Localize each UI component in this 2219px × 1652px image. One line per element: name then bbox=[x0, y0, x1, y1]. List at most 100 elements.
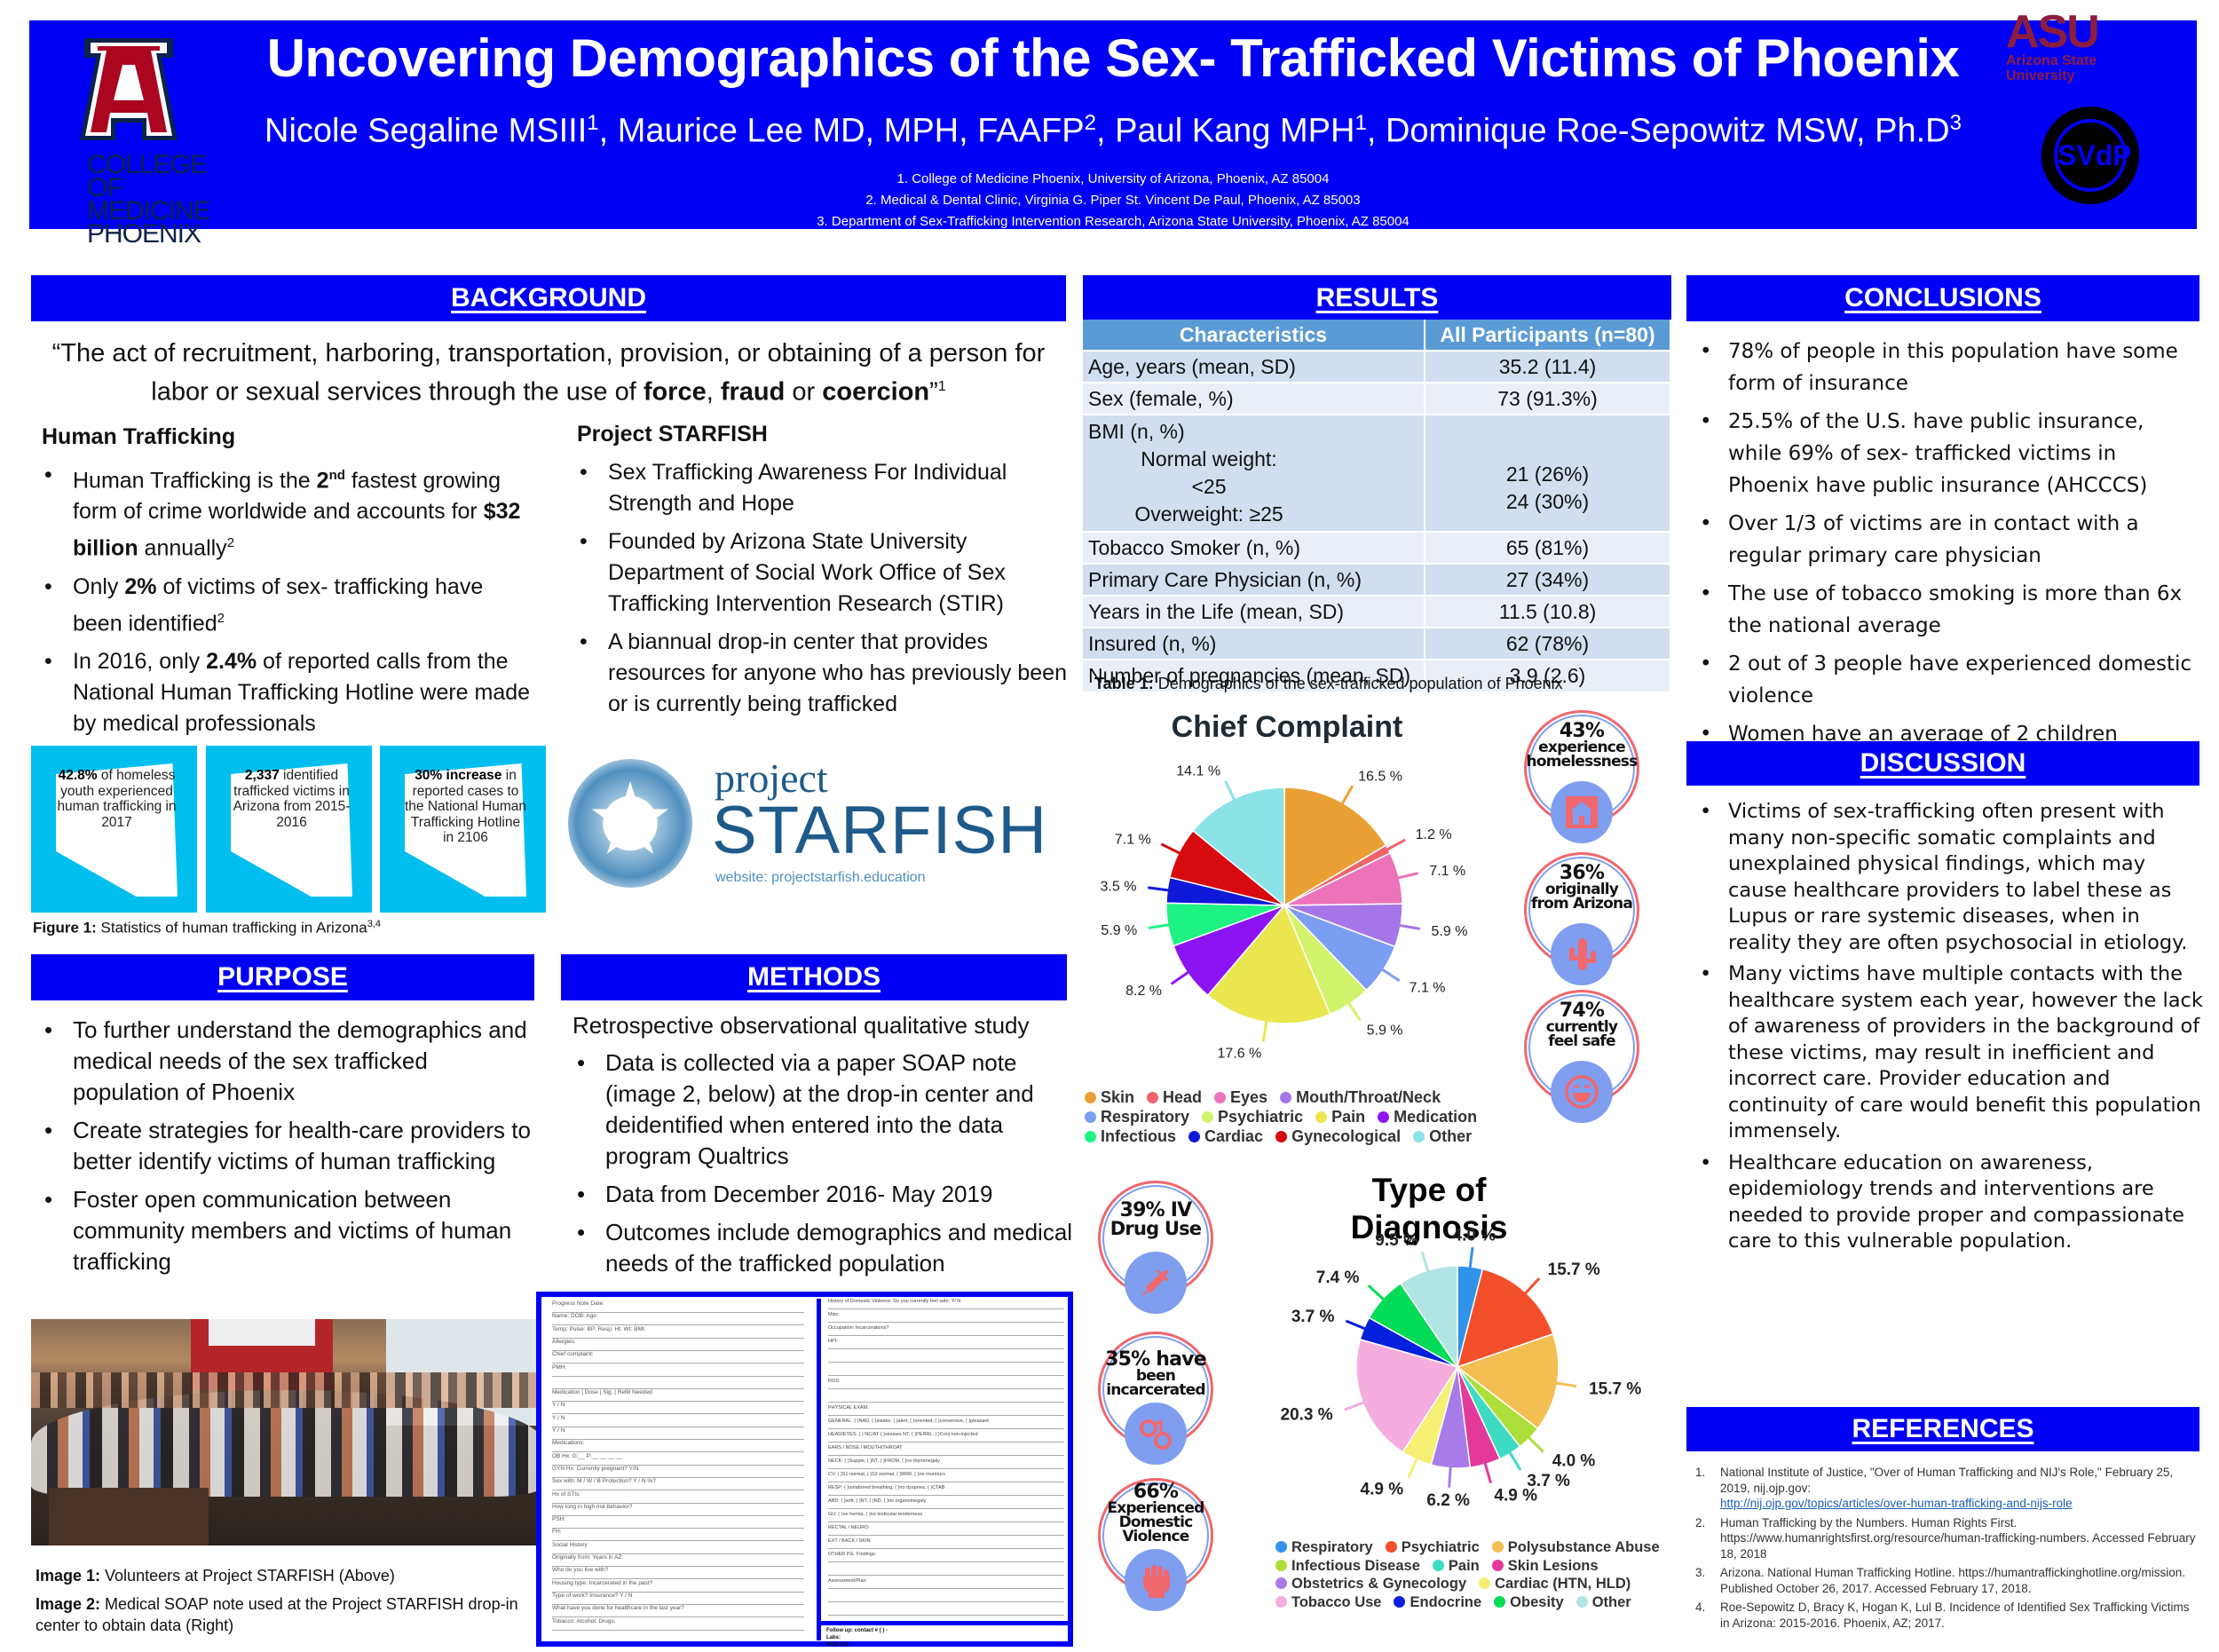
table-row: BMI (n, %) Normal weight: <25 Overweight: … bbox=[1083, 414, 1671, 532]
volunteers-photo bbox=[31, 1319, 543, 1545]
slice-label: 14.1 % bbox=[1176, 764, 1220, 779]
legend-item: Eyes bbox=[1214, 1087, 1267, 1107]
soap-field: PMH: bbox=[552, 1364, 804, 1377]
chief-complaint-legend: Skin Head Eyes Mouth/Throat/Neck Respiratory… bbox=[1085, 1087, 1511, 1146]
soap-field: Social History bbox=[552, 1542, 804, 1554]
soap-field: Occupation: Incarcerations? bbox=[828, 1325, 1064, 1336]
legend-swatch-icon bbox=[1085, 1131, 1096, 1142]
soap-field: OTHER P.E. Findings: bbox=[828, 1552, 1064, 1562]
slice-label: 4.0 % bbox=[1552, 1452, 1596, 1471]
soap-field: Housing type: Incarcerated in the past? bbox=[552, 1580, 804, 1593]
soap-field: Medication | Dose | Sig. | Refill Needed bbox=[552, 1389, 804, 1403]
legend-swatch-icon bbox=[1275, 1559, 1287, 1571]
soap-field: What have you done for healthcare in the… bbox=[552, 1605, 804, 1618]
reference-item: 2. Human Trafficking by the Numbers. Huma… bbox=[1695, 1515, 2196, 1561]
syringe-icon bbox=[1142, 1269, 1169, 1296]
stat-tile: 30% increase in reported cases to the Na… bbox=[380, 746, 546, 913]
legend-swatch-icon bbox=[1491, 1541, 1504, 1553]
legend-swatch-icon bbox=[1275, 1595, 1287, 1608]
starfish-website: website: projectstarfish.education bbox=[715, 870, 926, 885]
list-item: Data is collected via a paper SOAP note … bbox=[568, 1047, 1074, 1172]
soap-field: Medications: bbox=[552, 1440, 804, 1453]
list-item: Victims of sex-trafficking often present… bbox=[1691, 799, 2206, 956]
list-item: The use of tobacco smoking is more than … bbox=[1691, 578, 2201, 642]
soap-field bbox=[828, 1392, 1064, 1403]
chief-complaint-pie-chart: 16.5 % 1.2 % 7.1 % 5.9 % 7.1 % 5.9 % 17.6 % 8.2… bbox=[1101, 764, 1468, 1062]
table-row: Insured (n, %) 62 (78%) bbox=[1083, 627, 1671, 660]
type-of-diagnosis-legend: Respiratory Psychiatric Polysubstance Abus… bbox=[1275, 1538, 1684, 1611]
reference-item: 4. Roe-Sepowitz D, Bracy K, Hogan K, Lul … bbox=[1695, 1601, 2190, 1630]
legend-item: Psychiatric bbox=[1385, 1538, 1480, 1557]
legend-swatch-icon bbox=[1394, 1595, 1406, 1608]
legend-item: Other bbox=[1413, 1126, 1472, 1146]
soap-field: Assessment/Plan: bbox=[828, 1578, 1064, 1589]
soap-field: Progress Note Date: bbox=[552, 1300, 804, 1313]
legend-swatch-icon bbox=[1275, 1541, 1287, 1553]
conclusions-heading: CONCLUSIONS bbox=[1686, 275, 2199, 321]
legend-item: Respiratory bbox=[1085, 1107, 1189, 1126]
legend-item: Skin Lesions bbox=[1491, 1557, 1599, 1576]
legend-item: Gynecological bbox=[1275, 1126, 1401, 1146]
soap-field: Type of work? Insurance? Y / N bbox=[552, 1593, 804, 1605]
table-row: Age, years (mean, SD) 35.2 (11.4) bbox=[1083, 350, 1671, 383]
slice-label: 7.1 % bbox=[1429, 864, 1465, 879]
soap-field bbox=[828, 1605, 1064, 1616]
slice-label: 4.9 % bbox=[1494, 1487, 1537, 1506]
slice-label: 1.2 % bbox=[1416, 827, 1452, 842]
soap-field: Originally from: Years in AZ: bbox=[552, 1554, 804, 1567]
legend-swatch-icon bbox=[1575, 1595, 1588, 1608]
reference-link[interactable]: http://nij.ojp.gov/topics/articles/over-… bbox=[1720, 1497, 2073, 1510]
fist-icon bbox=[1143, 1565, 1170, 1598]
feel-safe-stat-badge: 74% currently feel safe bbox=[1524, 990, 1639, 1123]
st-vincent-de-paul-logo: SVdP bbox=[2041, 107, 2139, 204]
author: Nicole Segaline MSIII bbox=[265, 112, 588, 150]
slice-label: 17.6 % bbox=[1217, 1046, 1261, 1061]
list-item: 2 out of 3 people have experienced domes… bbox=[1691, 648, 2201, 712]
college-name: COLLEGE OF MEDICINE PHOENIX bbox=[87, 150, 211, 249]
project-starfish-list: Sex Trafficking Awareness For Individual… bbox=[571, 457, 1068, 727]
poster-title: Uncovering Demographics of the Sex- Traf… bbox=[266, 28, 1960, 88]
soap-field: EARS / NOSE / MOUTH/THROAT bbox=[828, 1445, 1064, 1456]
soap-field: Misc: bbox=[828, 1312, 1064, 1323]
legend-item: Cardiac (HTN, HLD) bbox=[1479, 1575, 1631, 1593]
list-item: In 2016, only 2.4% of reported calls fro… bbox=[36, 646, 533, 739]
slice-label: 7.4 % bbox=[1316, 1269, 1360, 1287]
soap-field: HPI: bbox=[828, 1339, 1064, 1349]
list-item: Data from December 2016- May 2019 bbox=[568, 1179, 1074, 1210]
affiliation: 1. College of Medicine Phoenix, Universi… bbox=[896, 171, 1330, 186]
legend-swatch-icon bbox=[1147, 1092, 1159, 1103]
soap-field: How long in high risk behavior? bbox=[552, 1504, 804, 1516]
legend-item: Skin bbox=[1085, 1087, 1134, 1107]
list-item: Founded by Arizona State University Depa… bbox=[571, 526, 1068, 620]
slice-label: 5.9 % bbox=[1101, 923, 1137, 938]
soap-field: Y / N bbox=[552, 1402, 804, 1415]
stat-tile: 2,337 identified trafficked victims in A… bbox=[206, 746, 372, 913]
legend-swatch-icon bbox=[1378, 1111, 1390, 1123]
soap-field: History of Domestic Violence: Do you cur… bbox=[828, 1299, 1064, 1309]
slice-label: 4.9 % bbox=[1361, 1480, 1404, 1498]
house-icon bbox=[1566, 796, 1598, 828]
image-2-caption: Image 2: Medical SOAP note used at the P… bbox=[36, 1595, 518, 1634]
iv-drug-use-stat-badge: 39% IV Drug Use bbox=[1098, 1181, 1213, 1314]
soap-note-left-page: Progress Note Date: Name: DOB: Age: Temp: … bbox=[545, 1300, 811, 1638]
legend-swatch-icon bbox=[1315, 1111, 1328, 1123]
slice-label: 7.1 % bbox=[1115, 832, 1151, 847]
author: Maurice Lee MD, MPH, FAAFP bbox=[617, 112, 1085, 150]
methods-list: Data is collected via a paper SOAP note … bbox=[568, 1047, 1074, 1286]
soap-field bbox=[828, 1365, 1064, 1376]
slice-label: 16.5 % bbox=[1358, 769, 1402, 784]
list-item: Outcomes include demographics and medica… bbox=[568, 1217, 1074, 1279]
soap-field: Allergies: bbox=[552, 1339, 804, 1351]
table-row: Primary Care Physician (n, %) 27 (34%) bbox=[1083, 563, 1671, 596]
legend-swatch-icon bbox=[1413, 1131, 1425, 1142]
poster-header: Uncovering Demographics of the Sex- Traf… bbox=[29, 20, 2197, 248]
legend-swatch-icon bbox=[1085, 1092, 1096, 1103]
soap-field: CV: ( )S1 normal, ( )S2 normal, ( )RRR, … bbox=[828, 1472, 1064, 1482]
legend-item: Obstetrics & Gynecology bbox=[1275, 1575, 1466, 1593]
project-starfish-logo: project STARFISH website: projectstarfis… bbox=[568, 755, 1047, 897]
slice-label: 15.7 % bbox=[1589, 1379, 1641, 1398]
author-list: Nicole Segaline MSIII1, Maurice Lee MD, … bbox=[265, 111, 1962, 150]
legend-item: Head bbox=[1147, 1087, 1202, 1107]
affiliation: 3. Department of Sex-Trafficking Interve… bbox=[817, 214, 1410, 229]
legend-swatch-icon bbox=[1188, 1131, 1201, 1142]
